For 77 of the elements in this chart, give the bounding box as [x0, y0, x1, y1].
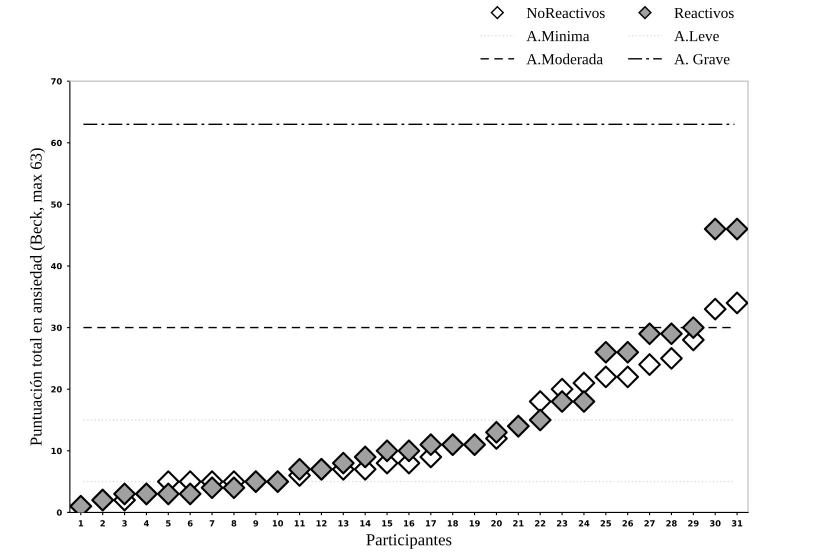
point — [726, 218, 748, 240]
point — [550, 390, 574, 413]
point — [485, 420, 508, 444]
point — [616, 366, 640, 388]
x-tick-label: 21 — [513, 520, 524, 526]
x-tick-label: 31 — [732, 520, 742, 526]
point — [638, 353, 661, 376]
x-tick-label: 3 — [122, 520, 127, 526]
point — [528, 408, 552, 432]
point — [332, 452, 355, 474]
point — [594, 366, 618, 388]
y-axis-title: Puntuación total en ansiedad (Beck, max 63) — [30, 148, 46, 446]
x-tick-label: 22 — [535, 520, 546, 526]
legend-label: Reactivos — [674, 8, 734, 18]
x-tick-label: 19 — [470, 520, 480, 526]
x-tick-label: 6 — [188, 520, 193, 526]
legend-label: A. Grave — [674, 54, 730, 64]
x-tick-label: 5 — [166, 520, 171, 526]
point — [704, 298, 727, 320]
point — [528, 390, 552, 413]
point — [594, 340, 618, 364]
point — [376, 439, 398, 462]
x-tick-label: 8 — [232, 520, 236, 526]
point — [616, 340, 640, 364]
y-tick-label: 0 — [56, 509, 62, 516]
x-tick-label: 25 — [600, 520, 612, 526]
x-tick-label: 27 — [644, 520, 655, 526]
legend-label: A.Minima — [526, 30, 590, 42]
x-tick-label: 4 — [144, 520, 149, 526]
x-tick-label: 16 — [404, 520, 414, 526]
point — [660, 322, 683, 346]
legend-label: NoReactivos — [526, 8, 605, 18]
x-tick-label: 10 — [272, 520, 284, 526]
x-tick-label: 13 — [338, 520, 348, 526]
point — [419, 433, 442, 456]
point — [156, 482, 180, 506]
x-tick-label: 2 — [100, 520, 105, 526]
y-tick-label: 10 — [52, 448, 62, 454]
legend-label: A.Moderada — [526, 54, 603, 64]
y-tick-label: 50 — [51, 201, 62, 208]
x-tick-label: 28 — [666, 520, 677, 526]
x-tick-label: 20 — [491, 520, 502, 526]
x-axis-title: Participantes — [366, 534, 452, 549]
point — [178, 482, 202, 506]
x-tick-label: 24 — [578, 520, 590, 526]
x-tick-label: 30 — [710, 520, 721, 526]
point — [726, 292, 748, 314]
x-tick-label: 15 — [382, 520, 392, 526]
point — [354, 446, 377, 468]
point — [200, 476, 224, 500]
x-tick-label: 17 — [426, 520, 436, 526]
x-tick-label: 18 — [448, 520, 458, 526]
legend-label: A.Leve — [674, 30, 719, 42]
point — [682, 316, 705, 339]
point — [398, 439, 420, 462]
point — [638, 322, 661, 346]
point — [288, 458, 311, 481]
x-tick-label: 14 — [360, 520, 371, 526]
y-tick-label: 40 — [51, 262, 62, 270]
point — [572, 372, 596, 394]
x-tick-label: 12 — [316, 520, 327, 526]
x-tick-label: 1 — [78, 520, 84, 526]
x-tick-label: 9 — [253, 520, 258, 526]
x-tick-label: 11 — [294, 520, 305, 526]
x-tick-label: 26 — [622, 520, 634, 526]
point — [660, 347, 683, 370]
x-tick-label: 29 — [688, 520, 699, 526]
y-tick-label: 30 — [51, 324, 62, 331]
x-tick-label: 7 — [210, 520, 214, 526]
point — [704, 218, 727, 240]
y-tick-label: 20 — [51, 386, 62, 392]
y-tick-label: 60 — [51, 140, 62, 146]
point — [113, 482, 136, 506]
point — [572, 390, 596, 413]
y-tick-label: 70 — [51, 78, 62, 84]
x-tick-label: 23 — [556, 520, 568, 526]
point — [222, 476, 246, 500]
